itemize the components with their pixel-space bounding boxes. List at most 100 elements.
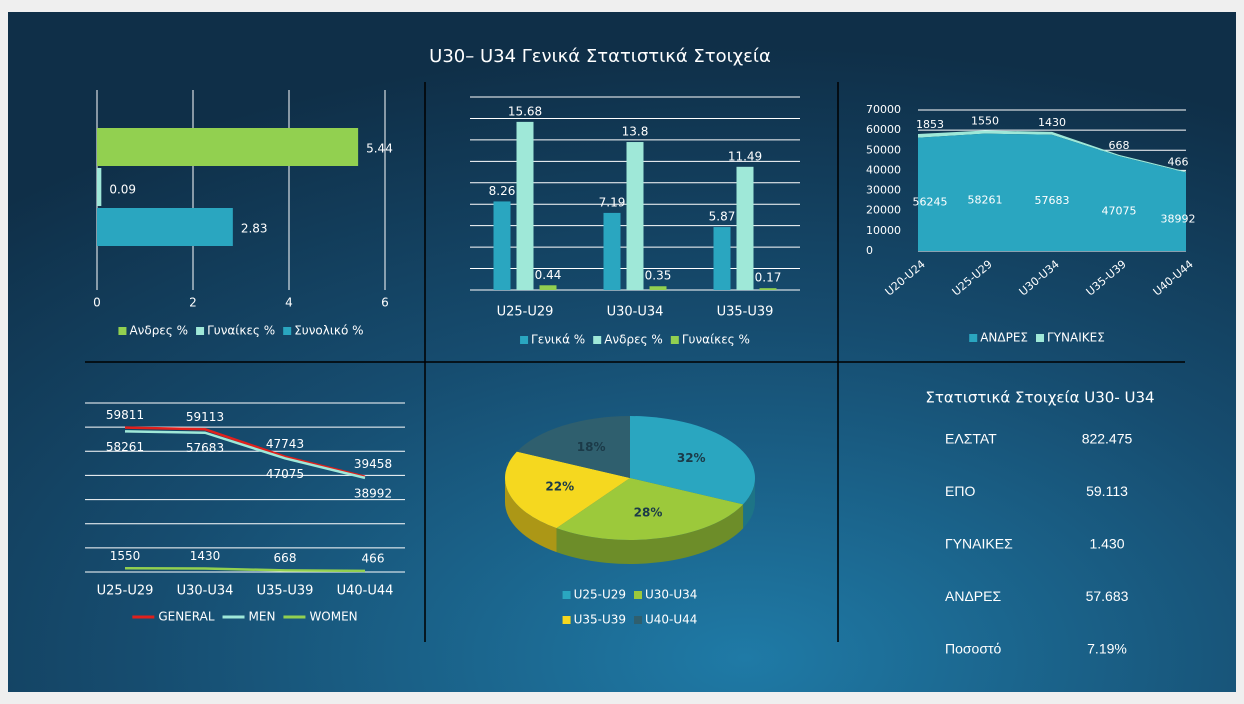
data-label: 1550: [110, 549, 141, 563]
x-tick-label: U35-U39: [717, 305, 774, 320]
bar: [97, 128, 359, 166]
data-label: 28%: [634, 505, 663, 519]
data-label: 0.09: [109, 183, 136, 197]
legend-label: Συνολικό %: [294, 324, 363, 338]
data-label: 668: [1109, 139, 1130, 152]
y-tick-label: 60000: [866, 123, 901, 136]
line: [124, 430, 366, 480]
data-label: 59113: [186, 410, 224, 424]
data-label: 38992: [1161, 213, 1196, 226]
legend-label: ΓΥΝΑΙΚΕΣ: [1047, 331, 1105, 345]
legend-marker: [634, 616, 642, 624]
data-label: 668: [274, 551, 297, 565]
x-tick-label: U35-U39: [257, 584, 314, 599]
table-label: ΕΠΟ: [945, 483, 975, 499]
table-label: ΓΥΝΑΙΚΕΣ: [945, 536, 1013, 552]
data-label: 22%: [545, 479, 574, 493]
legend-label: U35-U39: [574, 613, 626, 627]
x-tick-label: U30-U34: [177, 584, 234, 599]
legend-marker: [562, 616, 571, 624]
legend: ΑΝΔΡΕΣ ΓΥΝΑΙΚΕΣ: [969, 331, 1105, 345]
bar: [736, 166, 754, 290]
x-tick-label: U40-U44: [337, 584, 394, 599]
data-label: 47743: [266, 437, 304, 451]
legend-label: Γυναίκες %: [682, 333, 750, 347]
table-value: 822.475: [1082, 431, 1133, 447]
bar: [626, 142, 644, 290]
y-tick-label: 20000: [866, 204, 901, 217]
data-label: 58261: [968, 193, 1003, 206]
data-label: 59811: [106, 408, 144, 422]
table-title: Στατιστικά Στοιχεία U30- U34: [925, 389, 1154, 407]
bar: [97, 168, 102, 206]
data-label: 15.68: [508, 104, 542, 118]
legend-marker: [520, 336, 529, 344]
data-label: 1853: [916, 118, 944, 131]
bar: [493, 201, 511, 290]
legend-marker: [283, 327, 292, 335]
bar: [97, 208, 233, 246]
data-label: 8.26: [489, 184, 516, 198]
data-label: 47075: [1102, 205, 1137, 218]
y-tick-label: 50000: [866, 143, 901, 156]
legend-marker: [670, 336, 679, 344]
table-label: ΑΝΔΡΕΣ: [945, 588, 1001, 604]
legend-label: Ανδρες %: [604, 333, 663, 347]
legend: Γενικά % Ανδρες % Γυναίκες %: [520, 333, 750, 347]
data-label: 11.49: [728, 149, 762, 163]
data-label: 7.19: [599, 195, 626, 209]
table-value: 57.683: [1086, 588, 1129, 604]
bar: [516, 121, 534, 291]
data-label: 1430: [1038, 116, 1066, 129]
bar: [713, 227, 731, 290]
legend: U35-U39 U40-U44: [562, 613, 697, 627]
y-tick-label: 0: [866, 244, 873, 257]
line: [124, 426, 366, 478]
slide-background: [8, 12, 1236, 692]
x-tick-label: 6: [381, 296, 389, 310]
data-label: 466: [362, 551, 385, 565]
pie-slice: [556, 478, 744, 540]
legend-label: ΑΝΔΡΕΣ: [980, 331, 1028, 345]
legend-label: U25-U29: [574, 588, 626, 602]
x-tick-label: 4: [285, 296, 293, 310]
x-tick-label: U25-U29: [97, 584, 154, 599]
legend-label: WOMEN: [309, 610, 357, 624]
legend-marker: [118, 327, 127, 335]
data-label: 56245: [913, 195, 948, 208]
data-label: 5.87: [709, 210, 736, 224]
x-tick-label: 0: [93, 296, 101, 310]
pie-side: [556, 504, 744, 564]
bar: [603, 212, 621, 290]
bar: [539, 285, 557, 290]
pie-side: [505, 478, 557, 553]
data-label: 0.35: [645, 269, 672, 283]
data-label: 57683: [186, 441, 224, 455]
legend-marker: [562, 591, 571, 599]
data-label: 1550: [971, 115, 999, 128]
bar: [759, 288, 777, 290]
data-label: 39458: [354, 457, 392, 471]
y-tick-label: 30000: [866, 184, 901, 197]
page-title: U30– U34 Γενικά Στατιστικά Στοιχεία: [429, 46, 771, 67]
legend-marker: [634, 591, 642, 599]
legend: Ανδρες % Γυναίκες % Συνολικό %: [118, 324, 364, 338]
pie-slice: [505, 451, 630, 529]
table-label: ΕΛΣΤΑΤ: [945, 431, 997, 447]
area: [918, 133, 1186, 251]
legend-marker: [196, 327, 205, 335]
pie-side: [743, 478, 755, 529]
legend-label: U30-U34: [645, 588, 697, 602]
table-value: 1.430: [1089, 536, 1124, 552]
x-tick-label: U25-U29: [497, 305, 554, 320]
x-tick-label: U30-U34: [607, 305, 664, 320]
data-label: 0.44: [535, 268, 562, 282]
data-label: 38992: [354, 486, 392, 500]
data-label: 57683: [1035, 194, 1070, 207]
legend-marker: [1036, 334, 1045, 342]
data-label: 2.83: [241, 222, 268, 236]
legend-marker: [593, 336, 602, 344]
pie-slice: [516, 416, 630, 478]
data-label: 32%: [677, 451, 706, 465]
